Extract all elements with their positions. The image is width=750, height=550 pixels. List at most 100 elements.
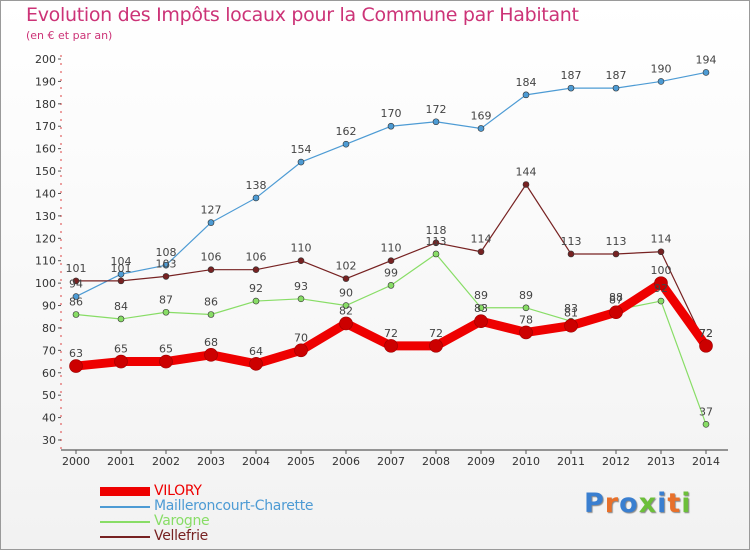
y-tick-label: 100: [35, 277, 56, 290]
data-point: [609, 305, 623, 320]
data-point: [699, 339, 713, 353]
data-label: 127: [201, 204, 222, 217]
x-tick-label: 2001: [107, 455, 135, 468]
x-tick-label: 2011: [557, 455, 585, 468]
y-tick-label: 70: [42, 344, 56, 357]
data-label: 70: [294, 331, 308, 344]
data-point: [654, 276, 668, 290]
data-label: 78: [519, 313, 533, 326]
y-tick-label: 90: [42, 300, 56, 313]
data-label: 87: [159, 293, 173, 306]
data-point: [207, 219, 215, 226]
data-label: 113: [561, 235, 582, 248]
data-label: 99: [384, 266, 398, 279]
data-point: [477, 304, 485, 312]
data-label: 72: [699, 327, 713, 340]
data-point: [477, 248, 485, 256]
data-label: 103: [156, 257, 177, 270]
data-label: 72: [384, 327, 398, 340]
data-label: 87: [609, 293, 623, 306]
legend-item: VILORY: [100, 484, 313, 499]
data-point: [297, 257, 305, 265]
data-label: 114: [651, 233, 672, 246]
data-point: [162, 308, 170, 316]
data-point: [162, 261, 170, 269]
data-label: 65: [114, 343, 128, 356]
data-label: 94: [69, 278, 83, 291]
data-label: 101: [111, 262, 132, 275]
legend-label: Vellefrie: [154, 528, 208, 544]
data-label: 110: [381, 242, 402, 255]
data-point: [702, 421, 710, 428]
data-label: 190: [651, 62, 672, 75]
data-label: 37: [699, 405, 713, 418]
data-point: [387, 257, 395, 265]
data-point: [519, 325, 533, 340]
data-point: [294, 343, 308, 358]
data-label: 63: [69, 347, 83, 360]
x-tick-label: 2009: [467, 455, 495, 468]
x-tick-label: 2000: [62, 455, 90, 468]
data-label: 118: [426, 224, 447, 237]
data-point: [432, 250, 440, 258]
x-tick-label: 2007: [377, 455, 405, 468]
data-point: [117, 270, 125, 278]
data-point: [117, 277, 125, 285]
data-point: [72, 311, 80, 318]
data-label: 84: [114, 300, 128, 313]
data-label: 81: [564, 307, 578, 320]
x-tick-label: 2014: [692, 455, 720, 468]
y-tick-label: 110: [35, 255, 56, 268]
data-label: 86: [69, 295, 83, 308]
data-label: 169: [471, 109, 492, 122]
x-tick-label: 2005: [287, 455, 315, 468]
data-point: [114, 354, 128, 369]
legend-label: VILORY: [154, 483, 202, 499]
data-point: [612, 84, 620, 92]
data-label: 194: [696, 53, 717, 66]
data-label: 114: [471, 233, 492, 246]
data-label: 93: [294, 280, 308, 293]
data-label: 106: [246, 251, 267, 264]
data-point: [342, 140, 350, 148]
data-point: [702, 69, 710, 76]
data-label: 187: [561, 69, 582, 82]
data-point: [207, 266, 215, 273]
data-point: [342, 302, 350, 309]
data-point: [342, 275, 350, 282]
y-tick-label: 190: [35, 75, 56, 88]
y-tick-label: 50: [42, 389, 56, 402]
data-label: 110: [291, 242, 312, 255]
axes: 30 40 50 60 70 80 90 100 110 120 130 140 150 160 170 18…: [35, 53, 728, 468]
data-point: [657, 248, 665, 256]
series-layer: [69, 69, 713, 428]
data-label: 108: [156, 246, 177, 259]
data-label: 104: [111, 255, 132, 268]
legend-item: Varogne: [100, 514, 313, 529]
data-label: 90: [339, 287, 353, 300]
data-point: [249, 356, 263, 371]
data-point: [252, 194, 260, 202]
data-label: 101: [66, 262, 87, 275]
y-tick-label: 120: [35, 232, 56, 245]
data-point: [117, 315, 125, 323]
data-point: [339, 316, 353, 331]
x-tick-label: 2006: [332, 455, 360, 468]
data-label: 86: [204, 295, 218, 308]
x-tick-label: 2004: [242, 455, 270, 468]
legend-label: Mailleroncourt-Charette: [154, 498, 314, 514]
data-point: [432, 239, 440, 247]
chart-title: Evolution des Impôts locaux pour la Comm…: [26, 4, 579, 26]
data-label: 113: [606, 235, 627, 248]
data-label: 102: [336, 260, 357, 273]
y-tick-label: 160: [35, 143, 56, 156]
data-label: 72: [429, 327, 443, 340]
data-point: [522, 304, 530, 312]
data-label: 68: [204, 336, 218, 349]
data-point: [72, 293, 80, 300]
y-tick-label: 150: [35, 165, 56, 178]
data-point: [429, 339, 443, 353]
data-label: 89: [474, 289, 488, 302]
